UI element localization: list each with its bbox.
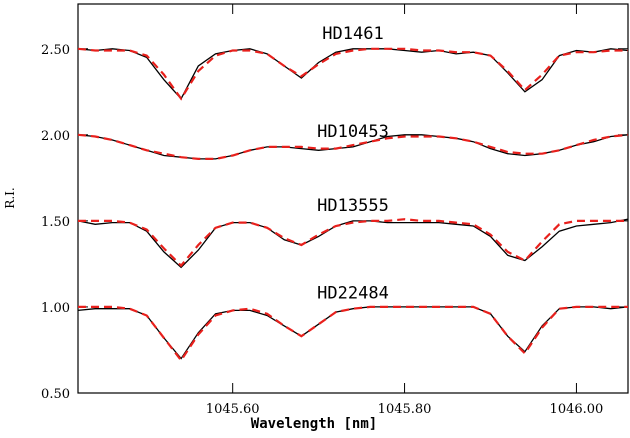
x-tick-label: 1045.80 xyxy=(378,402,432,417)
star-label: HD1461 xyxy=(322,24,383,44)
model-line xyxy=(78,218,628,268)
x-tick-label: 1046.00 xyxy=(550,402,604,417)
x-tick-label: 1045.60 xyxy=(206,402,260,417)
model-line xyxy=(77,133,629,160)
y-tick-label: 1.50 xyxy=(41,215,70,230)
star-label: HD10453 xyxy=(317,122,389,142)
y-tick-label: 2.00 xyxy=(41,129,70,144)
plot-frame xyxy=(77,3,629,394)
y-axis-label: R.I. xyxy=(3,187,17,208)
observed-line xyxy=(77,218,629,269)
y-tick-label: 0.50 xyxy=(41,387,70,402)
y-tick-label: 1.00 xyxy=(41,301,70,316)
observed-line xyxy=(77,134,629,160)
y-tick-label: 2.50 xyxy=(41,43,70,58)
star-label: HD22484 xyxy=(317,284,389,304)
x-axis-label: Wavelength [nm] xyxy=(251,416,377,432)
model-line xyxy=(78,305,628,363)
model-line xyxy=(77,47,628,101)
star-label: HD13555 xyxy=(317,196,389,216)
observed-line xyxy=(77,48,629,100)
